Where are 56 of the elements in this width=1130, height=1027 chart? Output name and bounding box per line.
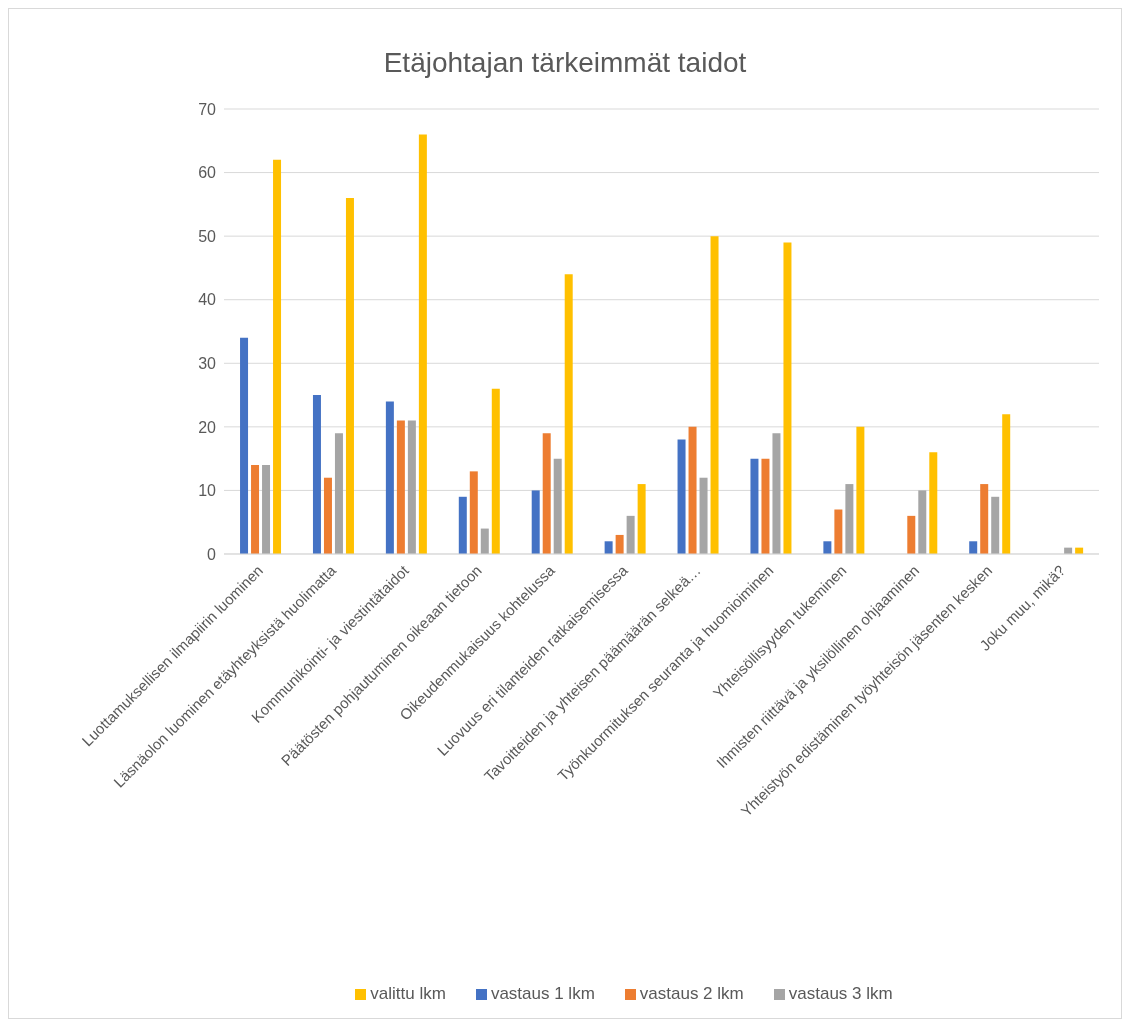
y-tick-label: 30 [198,354,217,372]
bar [312,395,321,554]
bar [710,236,719,554]
y-tick-label: 50 [198,227,217,245]
bar [772,433,781,554]
bar [418,134,427,554]
bar [480,528,489,554]
y-tick-label: 60 [198,164,217,182]
bar [564,274,573,554]
bar [834,509,843,554]
bar [531,490,540,554]
bar [553,458,562,554]
bar [469,471,478,554]
legend-label: vastaus 3 lkm [788,984,893,1003]
legend-label: vastaus 1 lkm [490,984,595,1003]
chart-title: Etäjohtajan tärkeimmät taidot [382,47,748,79]
legend-label: valittu lkm [370,984,446,1003]
bar [626,515,635,554]
bar [783,242,792,554]
y-tick-label: 0 [207,545,217,563]
bar [907,515,916,554]
y-tick-label: 70 [198,100,217,118]
bar [407,420,416,554]
bar [491,388,500,554]
bar [688,426,697,554]
bar [1002,414,1011,554]
bar [845,484,854,554]
y-tick-label: 10 [198,482,217,500]
bar [761,458,770,554]
y-tick-label: 40 [198,291,217,309]
bar [929,452,938,554]
bar [699,477,708,554]
bar [750,458,759,554]
bar [251,465,260,554]
bar [334,433,343,554]
bar [918,490,927,554]
bar [991,496,1000,554]
bar [345,198,354,554]
bar [615,534,624,554]
legend-label: vastaus 2 lkm [639,984,744,1003]
bar [273,159,282,554]
bar [385,401,394,554]
bar [458,496,467,554]
bar [396,420,405,554]
bar [856,426,865,554]
bar [677,439,686,554]
bar [262,465,271,554]
bar [240,337,249,554]
bar [823,541,832,554]
bar [980,484,989,554]
bar [542,433,551,554]
bar [604,541,613,554]
y-tick-label: 20 [198,418,217,436]
bar [323,477,332,554]
bar [637,484,646,554]
bar [969,541,978,554]
